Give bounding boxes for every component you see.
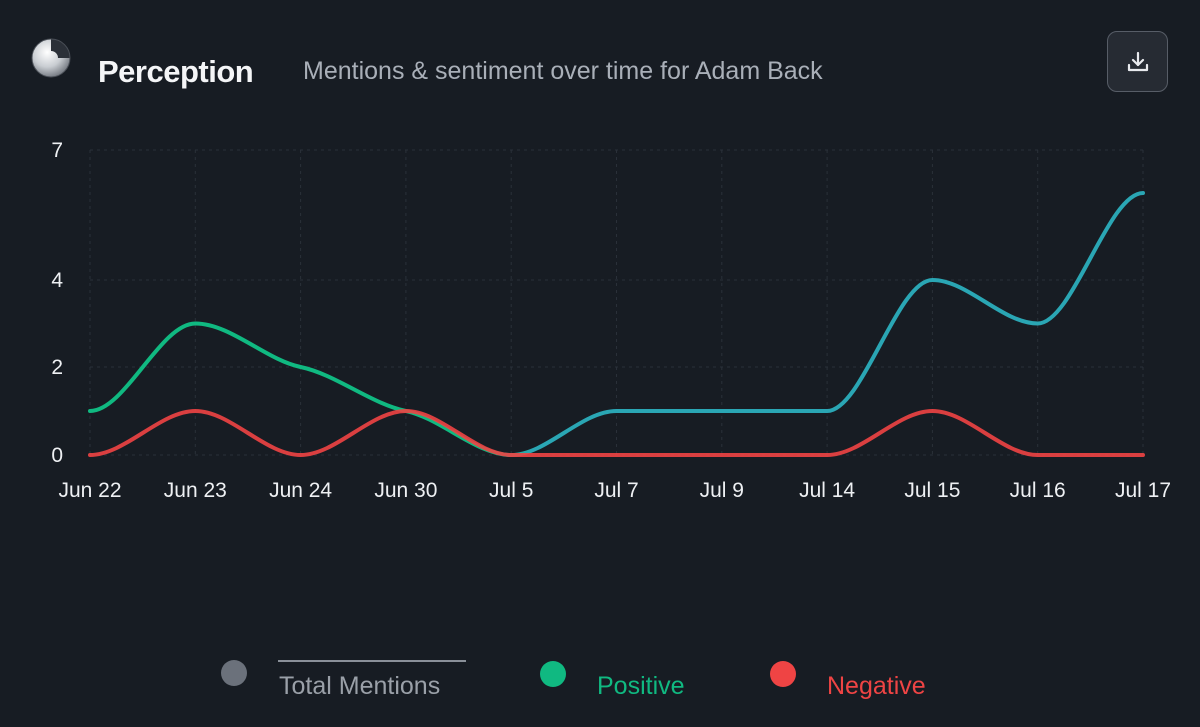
- chart-legend: Total Mentions Positive Negative: [0, 640, 1200, 720]
- data-point-positive: [615, 409, 619, 413]
- x-tick-label: Jun 23: [164, 479, 227, 502]
- x-axis: Jun 22 Jun 23 Jun 24 Jun 30 Jul 5 Jul 7 Jul 9 J…: [58, 479, 1171, 502]
- chart-header: Perception Mentions & sentiment over tim…: [0, 0, 1200, 120]
- data-point-positive: [825, 409, 829, 413]
- page-subtitle: Mentions & sentiment over time for Adam …: [303, 57, 823, 85]
- x-tick-label: Jul 5: [489, 479, 533, 502]
- legend-item-negative[interactable]: Negative: [770, 658, 960, 718]
- download-button[interactable]: [1107, 31, 1168, 92]
- y-axis: 0 2 4 7: [51, 139, 63, 467]
- x-tick-label: Jun 30: [374, 479, 437, 502]
- x-tick-label: Jul 9: [700, 479, 744, 502]
- page-title: Perception: [98, 54, 254, 89]
- x-tick-label: Jul 7: [594, 479, 638, 502]
- x-tick-label: Jul 16: [1010, 479, 1066, 502]
- data-point-positive: [720, 409, 724, 413]
- chart-series: [88, 191, 1145, 457]
- data-point-positive: [299, 365, 303, 369]
- series-line-negative: [88, 409, 1145, 457]
- data-point-negative: [509, 453, 513, 457]
- data-point-positive: [193, 322, 197, 326]
- x-tick-label: Jun 24: [269, 479, 332, 502]
- data-point-negative: [1141, 453, 1145, 457]
- legend-dot-positive: [540, 661, 566, 687]
- data-point-negative: [1036, 453, 1040, 457]
- y-tick-label: 7: [51, 139, 63, 162]
- legend-item-positive[interactable]: Positive: [540, 658, 710, 718]
- y-tick-label: 0: [51, 444, 63, 467]
- data-point-negative: [404, 409, 408, 413]
- data-point-negative: [88, 453, 92, 457]
- data-point-negative: [930, 409, 934, 413]
- data-point-negative: [615, 453, 619, 457]
- data-point-negative: [720, 453, 724, 457]
- data-point-positive: [930, 278, 934, 282]
- x-tick-label: Jul 15: [904, 479, 960, 502]
- y-tick-label: 4: [51, 269, 63, 292]
- data-point-negative: [193, 409, 197, 413]
- legend-dot-total-mentions: [221, 660, 247, 686]
- x-tick-label: Jun 22: [58, 479, 121, 502]
- x-tick-label: Jul 14: [799, 479, 855, 502]
- legend-dot-negative: [770, 661, 796, 687]
- data-point-positive: [1141, 191, 1145, 195]
- y-tick-label: 2: [51, 356, 63, 379]
- legend-strike: [278, 660, 466, 662]
- series-line-positive: [88, 191, 1145, 457]
- data-point-positive: [88, 409, 92, 413]
- legend-label-total-mentions: Total Mentions: [279, 672, 441, 700]
- chart-grid: [89, 149, 1144, 456]
- legend-label-positive: Positive: [597, 672, 685, 700]
- x-tick-label: Jul 17: [1115, 479, 1171, 502]
- legend-item-total-mentions[interactable]: Total Mentions: [221, 658, 471, 718]
- data-point-negative: [299, 453, 303, 457]
- data-point-positive: [1036, 322, 1040, 326]
- legend-label-negative: Negative: [827, 672, 926, 700]
- download-icon: [1127, 51, 1149, 72]
- data-point-negative: [825, 453, 829, 457]
- moon-logo-icon: [28, 34, 74, 80]
